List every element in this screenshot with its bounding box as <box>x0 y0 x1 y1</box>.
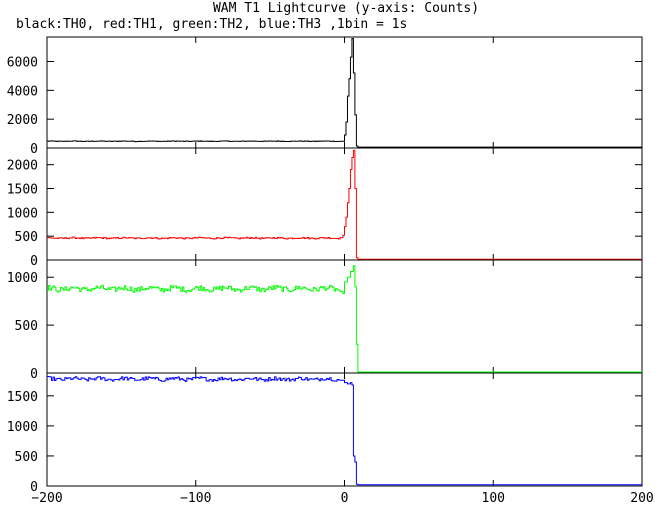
y-tick-label: 2000 <box>7 159 38 174</box>
series-line-th0 <box>47 37 642 148</box>
series-line-th3 <box>47 376 642 486</box>
y-tick-label: 0 <box>30 480 38 495</box>
y-tick-label: 500 <box>15 450 38 465</box>
y-tick-label: 6000 <box>7 56 38 71</box>
chart-title: WAM T1 Lightcurve (y-axis: Counts) <box>213 1 479 16</box>
y-tick-label: 4000 <box>7 84 38 99</box>
x-tick-label: −200 <box>31 491 62 505</box>
x-tick-label: −100 <box>180 491 211 505</box>
x-tick-label: 100 <box>482 491 505 505</box>
y-tick-label: 1000 <box>7 271 38 286</box>
panels: 0 2000 4000 6000 0 500 1000 1500 2000 0 500 1000 0 50… <box>7 36 643 495</box>
panel-frame <box>46 147 643 261</box>
y-tick-label: 1500 <box>7 183 38 198</box>
x-axis: −200 −100 0 100 200 <box>31 491 653 505</box>
y-tick-label: 0 <box>30 254 38 269</box>
series-line-th2 <box>47 265 642 373</box>
x-tick-label: 200 <box>630 491 653 505</box>
panel-th0: 0 2000 4000 6000 <box>7 36 643 157</box>
x-tick-label: 0 <box>341 491 349 505</box>
y-tick-label: 0 <box>30 367 38 382</box>
y-tick-label: 2000 <box>7 113 38 128</box>
panel-frame <box>46 259 643 374</box>
y-tick-label: 1000 <box>7 420 38 435</box>
y-tick-label: 500 <box>15 230 38 245</box>
y-tick-label: 500 <box>15 319 38 334</box>
panel-th3: 0 500 1000 1500 <box>7 372 643 495</box>
chart-subtitle: black:TH0, red:TH1, green:TH2, blue:TH3 … <box>16 17 407 32</box>
panel-th1: 0 500 1000 1500 2000 <box>7 147 643 269</box>
y-tick-label: 0 <box>30 142 38 157</box>
panel-frame <box>46 372 643 487</box>
series-line-th1 <box>47 149 642 260</box>
y-tick-label: 1500 <box>7 390 38 405</box>
panel-th2: 0 500 1000 <box>7 259 643 382</box>
y-tick-label: 1000 <box>7 206 38 221</box>
panel-frame <box>46 36 643 149</box>
